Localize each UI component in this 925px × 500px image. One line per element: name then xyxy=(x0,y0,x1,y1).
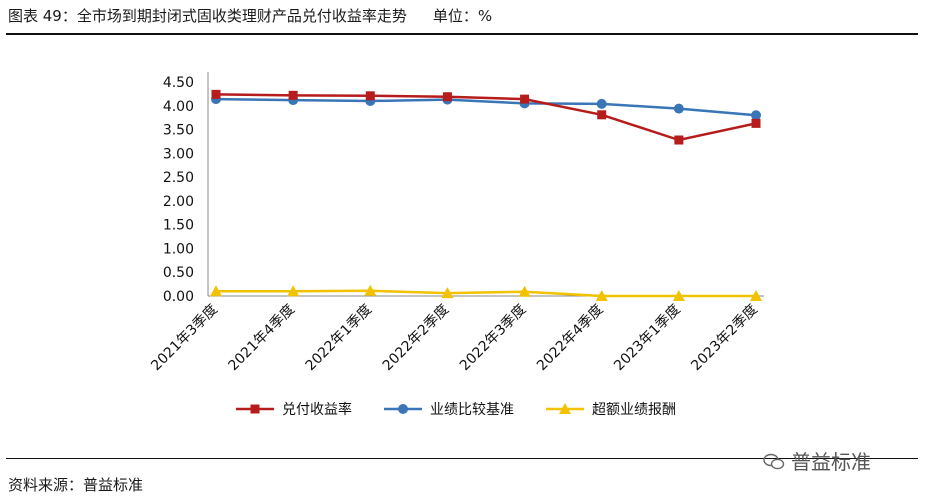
series-square xyxy=(211,89,761,145)
data-point xyxy=(672,290,685,301)
legend-label: 兑付收益率 xyxy=(282,401,352,418)
y-tick-label: 4.50 xyxy=(163,75,194,91)
data-point xyxy=(441,287,454,299)
data-point xyxy=(442,92,452,102)
data-point xyxy=(595,290,608,301)
x-tick-label: 2021年3季度 xyxy=(148,302,221,375)
data-point xyxy=(365,91,375,101)
legend-item: 超额业绩报酬 xyxy=(546,402,676,418)
y-tick-label: 3.50 xyxy=(163,123,194,139)
x-tick-label: 2022年1季度 xyxy=(303,302,376,375)
x-tick-label: 2022年3季度 xyxy=(457,302,530,375)
data-point xyxy=(288,90,298,100)
legend-label: 超额业绩报酬 xyxy=(592,402,676,418)
data-point xyxy=(250,404,260,414)
top-rule xyxy=(6,33,918,35)
series-triangle xyxy=(210,284,762,301)
data-point xyxy=(287,285,300,297)
y-tick-label: 0.00 xyxy=(163,289,194,305)
data-point xyxy=(596,98,607,109)
data-point xyxy=(597,110,607,120)
legend-item: 业绩比较基准 xyxy=(384,401,514,418)
y-tick-label: 1.00 xyxy=(163,241,194,257)
watermark: 普益标准 xyxy=(763,446,871,475)
data-point xyxy=(750,290,762,301)
chart-title-text: 图表 49：全市场到期封闭式固收类理财产品兑付收益率走势 xyxy=(8,7,407,25)
chart-series xyxy=(210,89,762,301)
y-tick-label: 0.50 xyxy=(163,265,194,281)
data-point xyxy=(674,135,684,145)
y-tick-label: 2.50 xyxy=(163,170,194,186)
data-point xyxy=(518,285,531,297)
legend-item: 兑付收益率 xyxy=(236,401,352,418)
data-point xyxy=(520,94,530,104)
chart-title: 图表 49：全市场到期封闭式固收类理财产品兑付收益率走势 单位：% xyxy=(8,5,492,26)
source-note: 资料来源：普益标准 xyxy=(8,476,144,494)
x-tick-label: 2021年4季度 xyxy=(225,302,298,375)
y-tick-label: 4.00 xyxy=(163,99,194,115)
unit-label: 单位：% xyxy=(432,7,493,25)
series-line xyxy=(216,289,756,298)
y-tick-label: 2.00 xyxy=(163,194,194,210)
x-tick-label: 2022年4季度 xyxy=(534,302,607,375)
data-point xyxy=(364,284,377,296)
x-tick-label: 2023年2季度 xyxy=(688,302,761,375)
watermark-text: 普益标准 xyxy=(791,450,871,474)
chart-legend: 兑付收益率 业绩比较基准 超额业绩报酬 xyxy=(236,401,676,418)
y-tick-label: 1.50 xyxy=(163,218,194,234)
chart-axes: 0.00 0.50 1.00 1.50 2.00 2.50 3.00 3.50 4.00 4.50… xyxy=(148,72,764,374)
data-point xyxy=(211,89,221,99)
x-tick-label: 2022年2季度 xyxy=(380,302,453,375)
series-line xyxy=(215,93,757,142)
y-tick-label: 3.00 xyxy=(163,146,194,162)
data-point xyxy=(751,110,761,121)
x-tick-label: 2023年1季度 xyxy=(611,302,684,375)
data-point xyxy=(398,404,408,414)
bottom-rule xyxy=(6,458,918,459)
data-point xyxy=(751,118,761,128)
data-point xyxy=(559,403,571,414)
wechat-icon xyxy=(763,452,785,470)
data-point xyxy=(210,285,222,297)
legend-label: 业绩比较基准 xyxy=(430,401,514,418)
series-line xyxy=(215,97,757,117)
data-point xyxy=(673,103,684,114)
line-chart: 0.00 0.50 1.00 1.50 2.00 2.50 3.00 3.50 4.00 4.50… xyxy=(148,72,764,418)
